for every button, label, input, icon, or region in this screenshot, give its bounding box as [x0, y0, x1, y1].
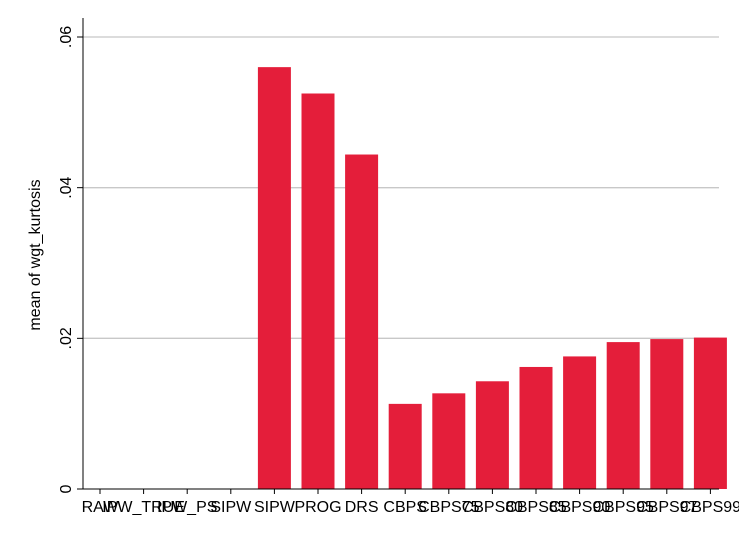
y-axis-ticks: 0 .02 .04 .06 — [58, 26, 83, 493]
x-tick-label: CBPS95 — [593, 499, 654, 516]
x-tick-label: CBPS75 — [418, 499, 479, 516]
bar — [563, 356, 597, 489]
bars — [257, 67, 727, 489]
y-tick-label: .02 — [58, 327, 75, 349]
x-tick-label: CBPS — [383, 499, 427, 516]
bar — [345, 154, 379, 489]
x-tick-label: IPW_PS — [157, 499, 217, 516]
bar — [606, 342, 640, 489]
x-tick-label: IPW_TRUE — [102, 499, 185, 516]
x-tick-label: PROG — [294, 499, 341, 516]
y-axis-title: mean of wgt_kurtosis — [27, 179, 44, 330]
x-tick-label: SIPW — [210, 499, 252, 516]
x-tick-label: CBPS97 — [636, 499, 697, 516]
x-tick-label: DRS — [345, 499, 379, 516]
y-tick-label: 0 — [58, 484, 75, 493]
bar — [475, 381, 509, 489]
x-tick-label: RAW — [82, 499, 120, 516]
x-tick-label: CBPS99 — [680, 499, 739, 516]
bar — [432, 393, 466, 489]
bar — [301, 93, 335, 489]
bar — [650, 339, 684, 489]
x-tick-label: CBPS90 — [549, 499, 610, 516]
gridlines — [83, 36, 719, 339]
bar — [519, 366, 553, 489]
bar — [257, 67, 291, 489]
x-tick-label: SIPW — [254, 499, 296, 516]
y-tick-label: .06 — [58, 26, 75, 48]
x-tick-label: CBPS85 — [505, 499, 566, 516]
x-tick-label: CBPS80 — [462, 499, 523, 516]
y-tick-label: .04 — [58, 176, 75, 198]
bar — [693, 337, 727, 489]
bar — [388, 403, 422, 489]
